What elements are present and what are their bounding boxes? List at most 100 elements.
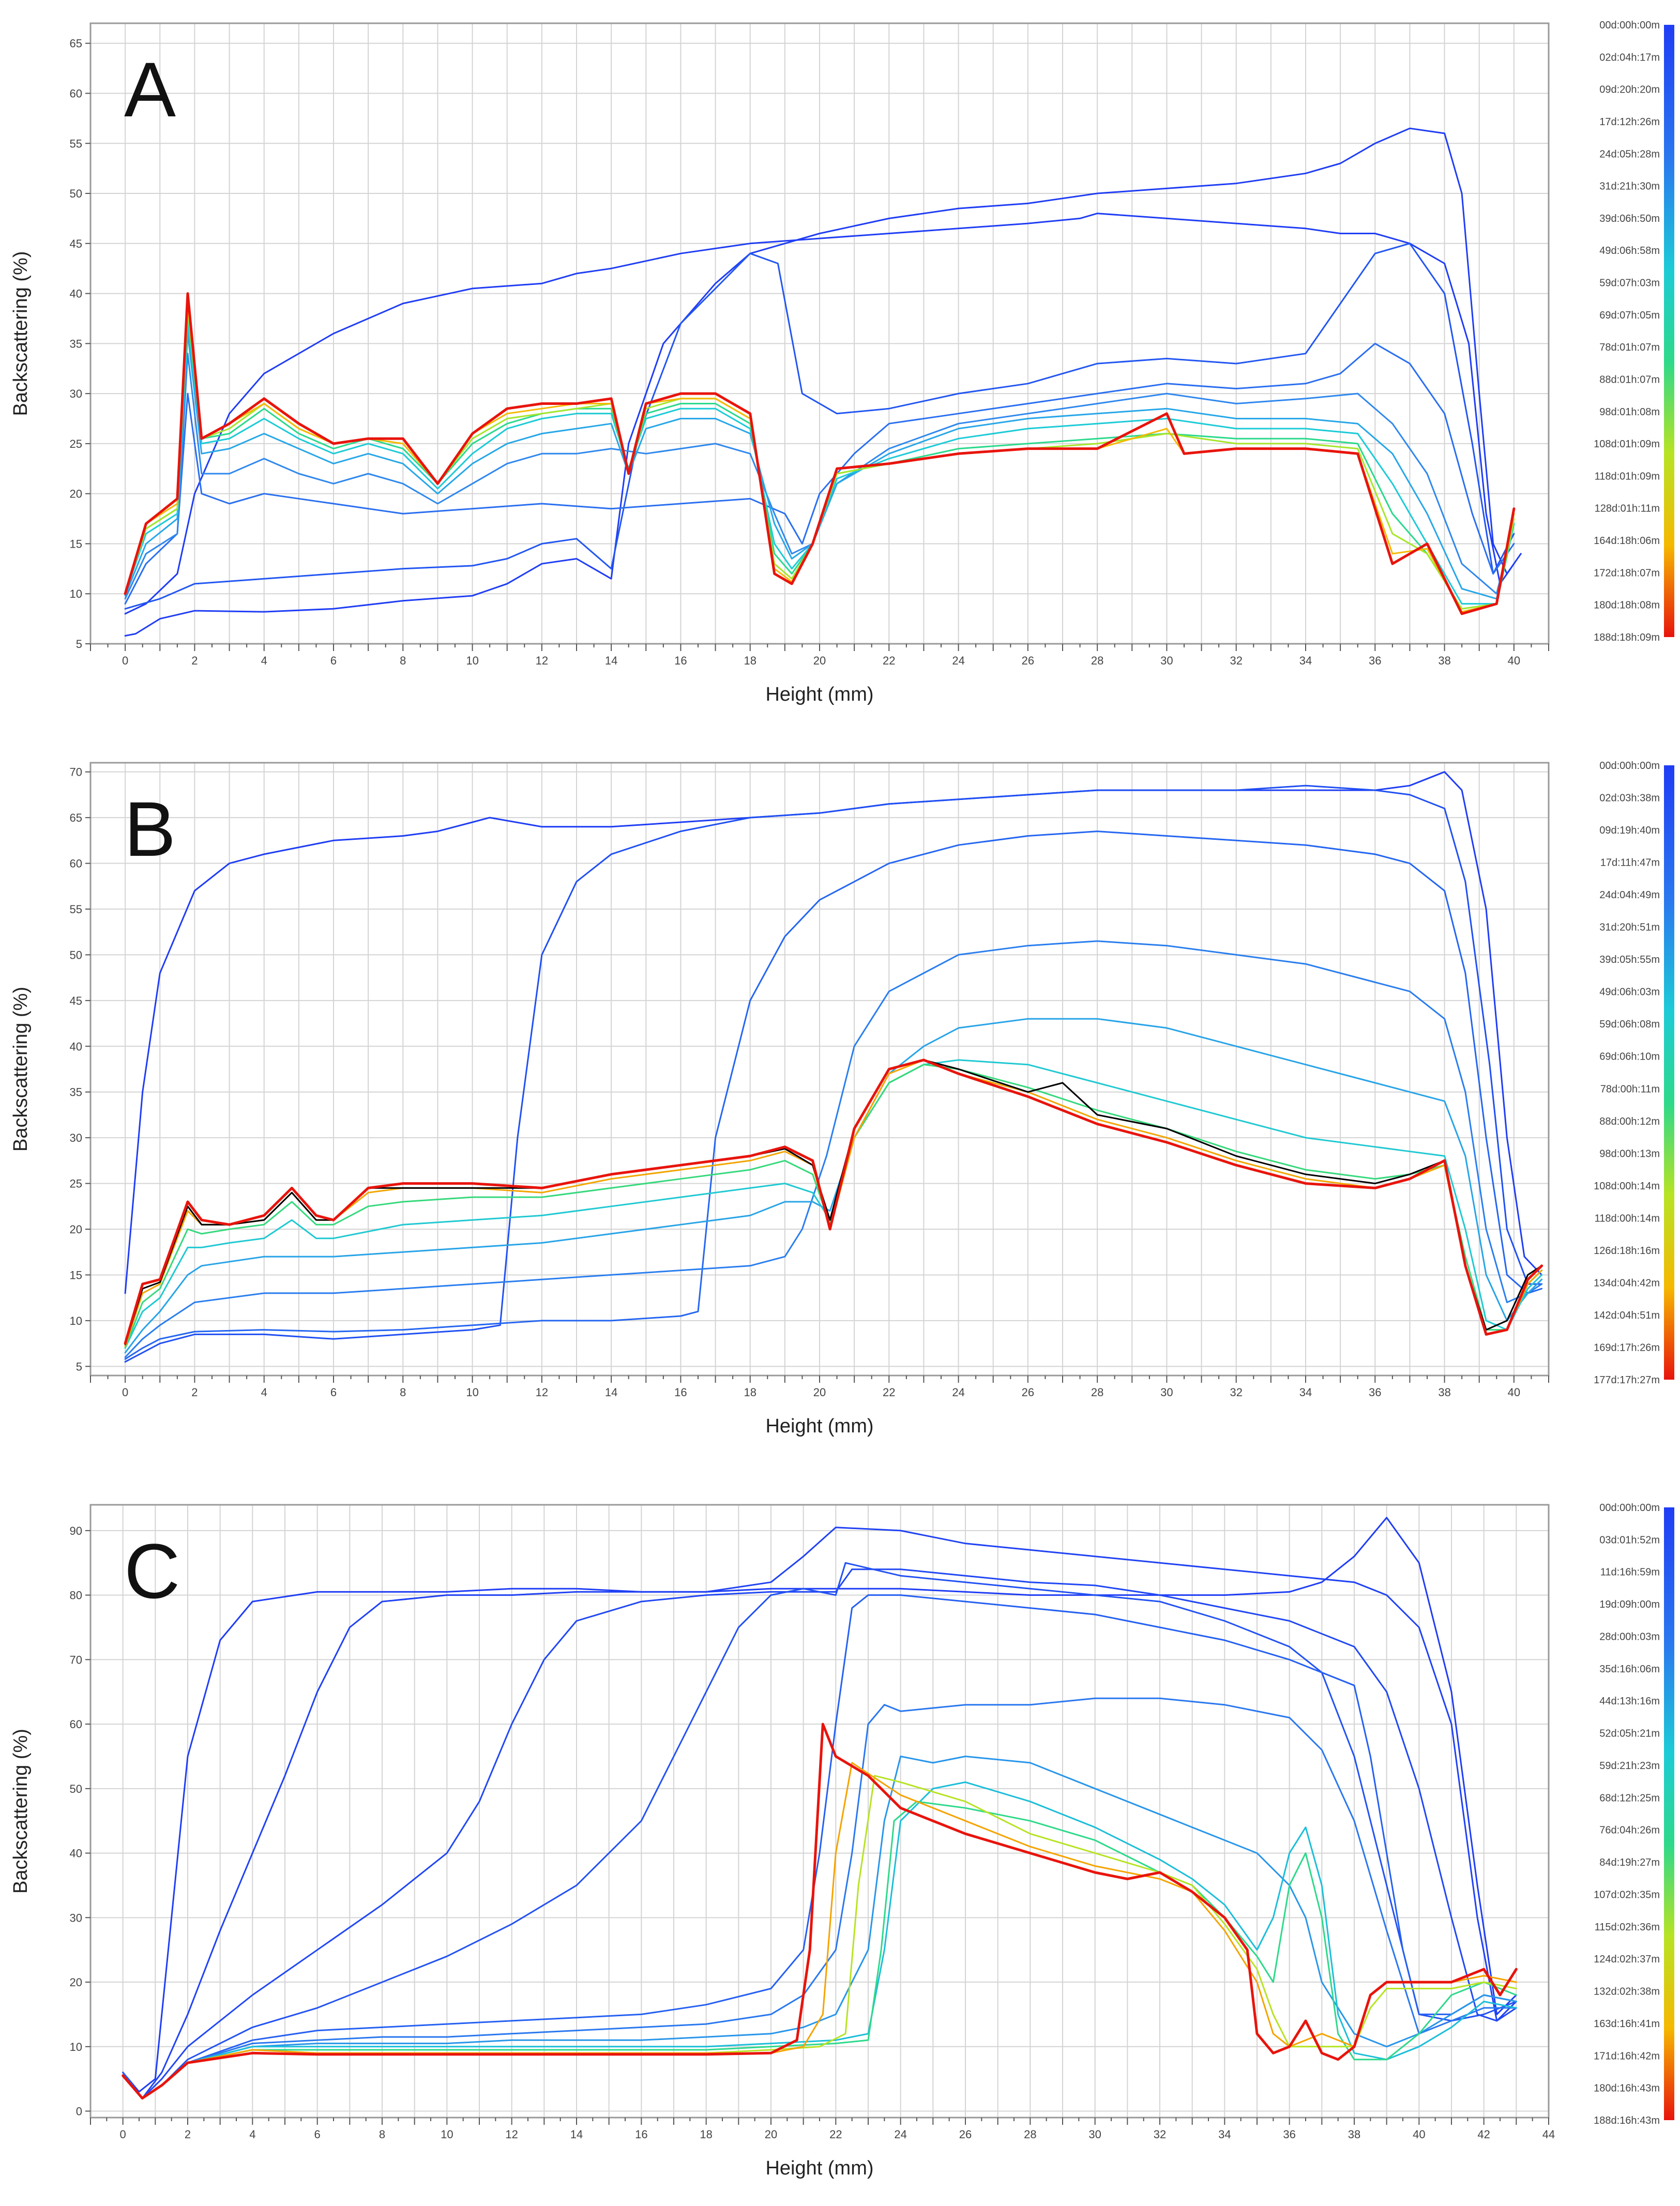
legend-time-label: 00d:00h:00m [1599, 20, 1660, 31]
x-tick-label: 22 [883, 1386, 895, 1399]
profile-line [124, 1059, 1543, 1347]
panel-label: B [124, 785, 176, 872]
legend-time-label: 98d:00h:13m [1599, 1148, 1660, 1159]
profile-line [124, 830, 1543, 1360]
profile-line [124, 1059, 1543, 1345]
legend-time-label: 171d:16h:42m [1594, 2050, 1660, 2062]
legend-time-label: 164d:18h:06m [1594, 535, 1660, 547]
x-tick-label: 12 [505, 2128, 518, 2141]
profile-line [124, 940, 1543, 1358]
y-tick-label: 90 [70, 1524, 82, 1537]
panel-label: C [124, 1528, 180, 1614]
x-tick-label: 14 [605, 654, 617, 667]
legend-time-label: 44d:13h:16m [1599, 1696, 1660, 1707]
y-tick-label: 25 [70, 437, 82, 450]
x-tick-label: 16 [674, 654, 687, 667]
x-tick-label: 4 [249, 2128, 255, 2141]
legend-time-label: 177d:17h:27m [1594, 1374, 1660, 1386]
x-tick-label: 18 [744, 654, 756, 667]
x-tick-label: 28 [1091, 1386, 1103, 1399]
time-colorbar [1664, 25, 1674, 637]
legend-time-label: 31d:20h:51m [1599, 922, 1660, 933]
y-tick-label: 35 [70, 337, 82, 350]
y-tick-label: 25 [70, 1177, 82, 1190]
legend-time-label: 59d:06h:08m [1599, 1019, 1660, 1030]
legend-time-label: 124d:02h:37m [1594, 1954, 1660, 1965]
x-tick-label: 20 [813, 654, 826, 667]
y-tick-label: 35 [70, 1086, 82, 1099]
x-tick-label: 26 [1022, 1386, 1034, 1399]
y-tick-label: 45 [70, 994, 82, 1007]
legend-time-label: 132d:02h:38m [1594, 1986, 1660, 1998]
profile-line [124, 1059, 1543, 1346]
profile-lines [124, 127, 1522, 637]
legend-time-label: 169d:17h:26m [1594, 1342, 1660, 1353]
panel-B: 0 2 4 6 8 10 12 14 16 18 20 22 24 26 28 30 32 34 36 38 40510… [10, 760, 1674, 1437]
y-tick-label: 50 [70, 948, 82, 961]
x-tick-label: 22 [829, 2128, 842, 2141]
y-tick-label: 70 [70, 1653, 82, 1666]
x-tick-label: 18 [700, 2128, 712, 2141]
y-axis-label: Backscattering (%) [10, 251, 32, 416]
x-tick-label: 26 [959, 2128, 972, 2141]
legend-time-label: 118d:00h:14m [1595, 1213, 1660, 1224]
x-tick-label: 6 [314, 2128, 321, 2141]
legend-time-label: 98d:01h:08m [1599, 406, 1660, 418]
profile-line [124, 342, 1515, 605]
y-tick-label: 30 [70, 1131, 82, 1144]
panel-A: 0 2 4 6 8 10 12 14 16 18 20 22 24 26 28 30 32 34 36 38 40510… [10, 20, 1674, 705]
y-tick-label: 5 [76, 638, 82, 651]
y-tick-label: 40 [70, 1040, 82, 1053]
y-tick-label: 40 [70, 1847, 82, 1860]
y-tick-label: 55 [70, 903, 82, 916]
x-axis-label: Height (mm) [765, 1415, 873, 1437]
legend-time-label: 35d:16h:06m [1599, 1664, 1660, 1675]
profile-line [122, 1697, 1517, 2099]
legend-time-label: 59d:07h:03m [1599, 278, 1660, 289]
legend-time-label: 52d:05h:21m [1599, 1728, 1660, 1740]
profile-lines [122, 1517, 1518, 2100]
legend-time-label: 107d:02h:35m [1594, 1889, 1660, 1900]
x-tick-label: 36 [1369, 1386, 1381, 1399]
legend-time-label: 118d:01h:09m [1595, 471, 1660, 482]
y-tick-label: 10 [70, 587, 82, 600]
x-tick-label: 40 [1508, 654, 1520, 667]
x-tick-label: 16 [635, 2128, 647, 2141]
profile-line [122, 1723, 1518, 2100]
y-tick-label: 15 [70, 1268, 82, 1281]
x-tick-label: 40 [1508, 1386, 1520, 1399]
x-tick-label: 24 [952, 654, 964, 667]
profile-line [122, 1756, 1517, 2099]
legend-time-label: 24d:05h:28m [1599, 148, 1660, 160]
profile-lines [124, 771, 1543, 1363]
y-tick-label: 15 [70, 537, 82, 550]
profile-line [124, 784, 1543, 1363]
profile-line [124, 323, 1515, 605]
x-tick-label: 22 [883, 654, 895, 667]
profile-line [124, 1059, 1543, 1349]
x-tick-label: 8 [400, 654, 406, 667]
time-colorbar [1664, 1507, 1674, 2120]
plot-area-frame [89, 1504, 1550, 2119]
x-tick-label: 18 [744, 1386, 756, 1399]
x-tick-label: 36 [1283, 2128, 1295, 2141]
legend-time-label: 39d:06h:50m [1599, 213, 1660, 224]
legend-time-label: 49d:06h:03m [1599, 987, 1660, 998]
legend-time-label: 09d:19h:40m [1599, 825, 1660, 836]
legend-time-label: 88d:01h:07m [1599, 374, 1660, 385]
profile-line [122, 1527, 1517, 2099]
y-tick-label: 45 [70, 237, 82, 250]
x-tick-label: 32 [1230, 1386, 1242, 1399]
x-axis-label: Height (mm) [765, 2157, 873, 2179]
y-tick-label: 20 [70, 488, 82, 501]
y-tick-label: 60 [70, 87, 82, 100]
x-tick-label: 36 [1369, 654, 1381, 667]
legend-time-label: 142d:04h:51m [1594, 1310, 1660, 1321]
x-tick-label: 32 [1154, 2128, 1166, 2141]
x-tick-label: 30 [1160, 1386, 1173, 1399]
y-tick-label: 0 [76, 2105, 82, 2118]
x-tick-label: 20 [813, 1386, 826, 1399]
x-tick-label: 4 [261, 1386, 267, 1399]
legend-time-label: 84d:19h:27m [1599, 1857, 1660, 1868]
x-tick-label: 38 [1438, 654, 1450, 667]
